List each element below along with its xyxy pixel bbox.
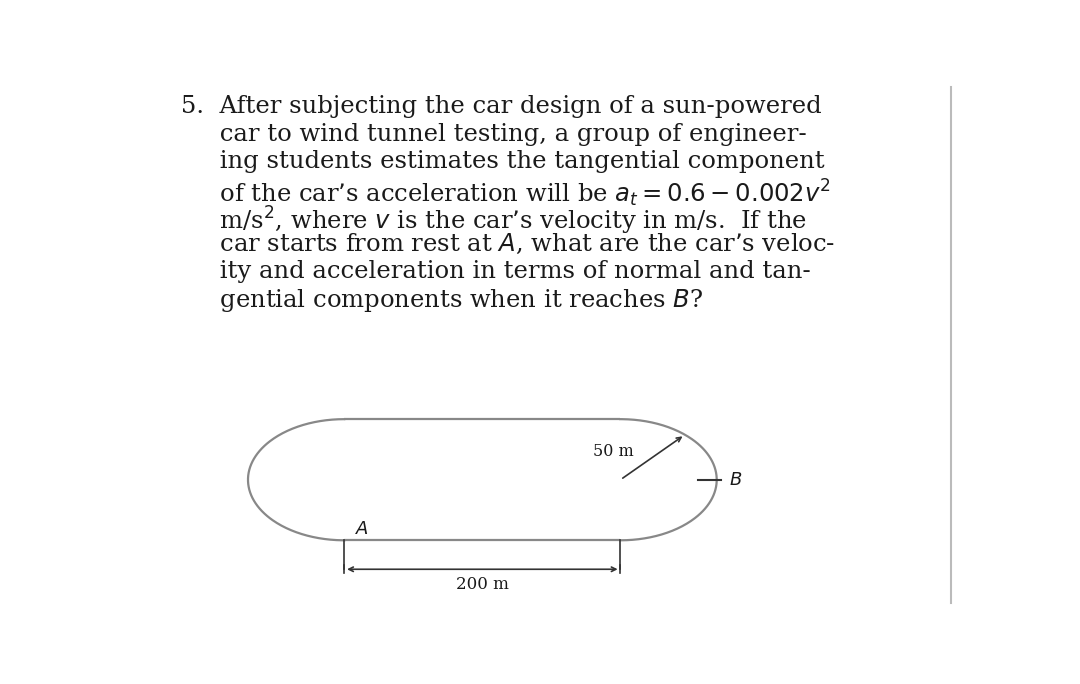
Text: 200 m: 200 m (456, 575, 509, 592)
Text: car to wind tunnel testing, a group of engineer-: car to wind tunnel testing, a group of e… (181, 122, 807, 146)
Text: of the car’s acceleration will be $a_t = 0.6 - 0.002v^2$: of the car’s acceleration will be $a_t =… (181, 177, 831, 209)
Text: ity and acceleration in terms of normal and tan-: ity and acceleration in terms of normal … (181, 259, 811, 282)
Text: ing students estimates the tangential component: ing students estimates the tangential co… (181, 150, 825, 173)
Text: 5.  After subjecting the car design of a sun-powered: 5. After subjecting the car design of a … (181, 95, 822, 118)
Text: 50 m: 50 m (594, 443, 634, 460)
Text: $B$: $B$ (729, 471, 743, 489)
Text: gential components when it reaches $B$?: gential components when it reaches $B$? (181, 287, 703, 314)
Text: car starts from rest at $A$, what are the car’s veloc-: car starts from rest at $A$, what are th… (181, 232, 835, 256)
Text: $A$: $A$ (355, 520, 369, 538)
Text: m/s$^2$, where $v$ is the car’s velocity in m/s.  If the: m/s$^2$, where $v$ is the car’s velocity… (181, 205, 807, 237)
